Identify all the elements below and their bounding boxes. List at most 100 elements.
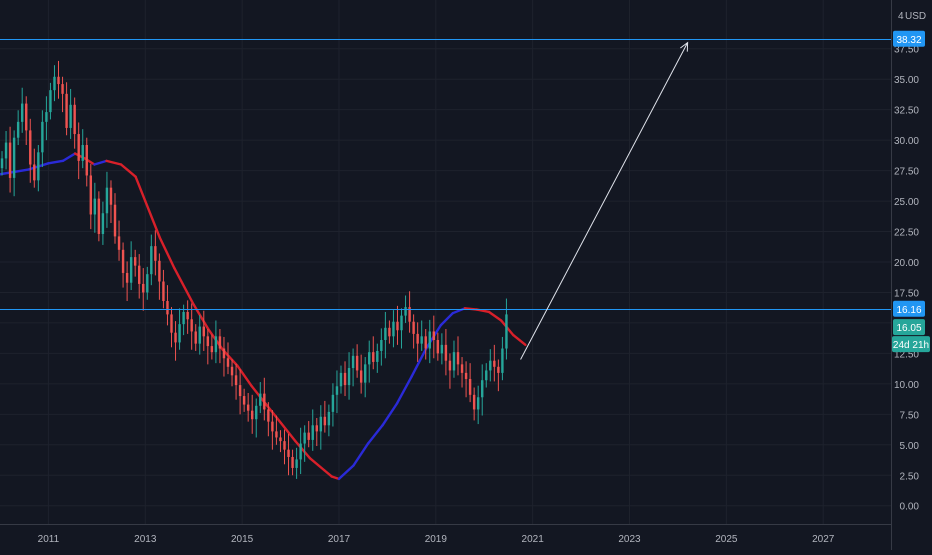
candle [303,425,306,462]
candle-body [109,187,113,205]
candle [343,361,347,397]
candle [150,234,153,286]
candle-body [242,396,246,405]
candle-body [271,421,274,432]
candle [246,393,250,422]
candle [242,388,246,412]
moving-average-segment [236,364,254,388]
projection-arrow[interactable] [520,41,689,360]
candle [351,348,355,387]
candle-body [476,397,480,410]
level-price-tag-text: 38.32 [896,35,921,46]
candle-body [505,314,508,349]
candle [186,300,189,334]
candle-body [456,352,460,365]
x-tick-label: 2023 [618,534,641,545]
candle-body [226,358,230,367]
candle-body [404,307,407,316]
candle-body [299,443,302,460]
candle [493,344,496,382]
candle [307,421,310,448]
candle-body [117,236,121,250]
candle-body [81,145,84,161]
candle-body [16,121,20,138]
candle [501,336,504,381]
candle-body [49,90,52,113]
x-tick-label: 2021 [522,534,545,545]
candle [65,82,68,136]
y-tick-label: 5.00 [900,441,920,452]
candle [396,305,399,345]
candle-body [246,404,250,411]
y-tick-label: 35.00 [894,75,919,86]
candle [412,314,415,349]
candle-body [355,355,359,371]
candle [194,324,197,351]
candle-body [190,319,193,332]
candle [206,329,210,365]
y-tick-label: 17.50 [894,288,919,299]
candle-body [146,274,149,293]
candle-body [501,348,504,373]
projection-arrow-head[interactable] [680,41,689,52]
moving-average-segment [487,310,503,322]
candle-body [45,112,48,122]
candle [400,308,403,349]
candle [210,334,214,360]
candle-body [121,249,125,273]
candle [372,336,375,370]
candle [178,308,181,350]
candle-body [194,331,197,344]
last-price-tag-bg [893,319,925,336]
y-tick-label: 10.00 [894,380,919,391]
y-tick-label: 22.50 [894,228,919,239]
projection-arrow-line[interactable] [520,42,689,360]
currency-label[interactable]: USD [905,11,926,22]
candle-body [384,327,387,340]
candle-body [424,336,427,349]
candle [319,405,323,450]
y-tick-label: 12.50 [894,349,919,360]
candle-body [460,364,464,373]
horizontal-levels[interactable] [0,39,891,310]
y-tick-label: 27.50 [894,167,919,178]
candle-body [142,283,145,293]
candle [238,369,242,415]
candle [234,363,238,400]
candle [33,148,36,188]
moving-average-segment [308,456,326,472]
candle-body [206,336,210,347]
moving-average-segment [61,152,77,163]
moving-average-segment [366,424,384,445]
candle-body [351,355,355,369]
candle-body [448,360,452,371]
level-price-tag-text: 16.16 [896,305,921,316]
x-tick-label: 2015 [231,534,254,545]
candle-body [283,441,286,450]
x-tick-label: 2013 [134,534,157,545]
candle-body [263,393,266,410]
candle-body [174,332,177,343]
candle-body [400,315,403,331]
candle-body [61,84,64,94]
candle-body [29,130,32,165]
candle [53,65,56,102]
candle-body [327,411,331,426]
candle-body [250,410,254,420]
candle-body [101,213,105,234]
candle [424,329,427,360]
candle [359,354,363,394]
candle-body [428,331,431,349]
y-tick-label: 7.50 [900,410,920,421]
candle-body [186,311,189,320]
candle [263,377,266,421]
candle [29,118,32,183]
candle-body [412,321,415,334]
candle [497,359,500,392]
moving-average-segment [144,199,161,239]
candle-body [259,393,262,406]
level-price-tag-bg [893,30,925,47]
candle-body [178,324,181,343]
